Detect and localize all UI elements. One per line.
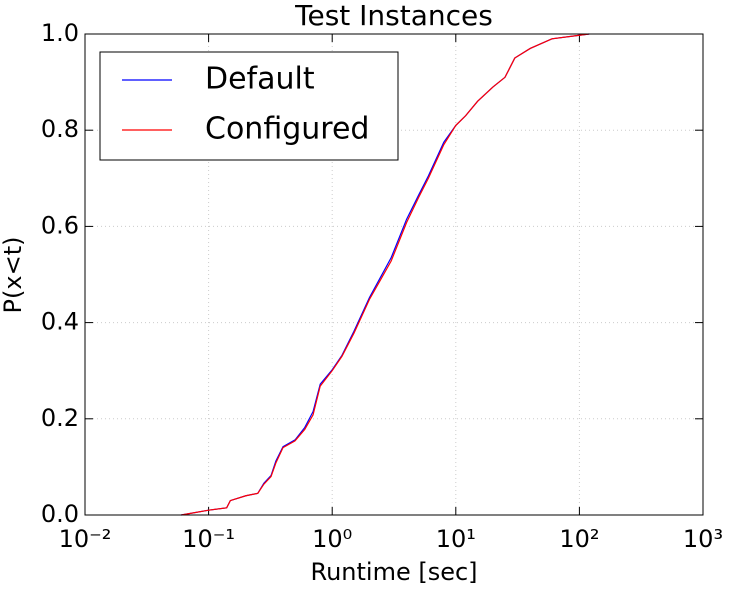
x-tick-label: 10³ [683,525,723,553]
legend-label: Configured [205,112,369,147]
plot-frame [84,33,704,516]
x-tick-label: 10¹ [436,525,476,553]
x-axis-label: Runtime [sec] [310,558,477,586]
y-tick-label: 0.6 [41,211,79,239]
x-tick-label: 10⁻¹ [182,525,235,553]
y-tick-label: 0.8 [41,115,79,143]
y-tick-label: 0.0 [41,500,79,528]
x-tick-label: 10⁻² [59,525,112,553]
y-tick-label: 1.0 [41,19,79,47]
legend-box [99,51,399,161]
y-tick-label: 0.2 [41,404,79,432]
data-line [181,33,590,516]
legend-label: Default [205,62,315,97]
y-tick-label: 0.4 [41,308,79,336]
x-tick-label: 10² [559,525,599,553]
y-axis-label: P(x<t) [0,237,27,314]
chart-title: Test Instances [294,0,493,32]
x-tick-label: 10⁰ [312,525,352,553]
legend: Default Configured [99,51,399,161]
